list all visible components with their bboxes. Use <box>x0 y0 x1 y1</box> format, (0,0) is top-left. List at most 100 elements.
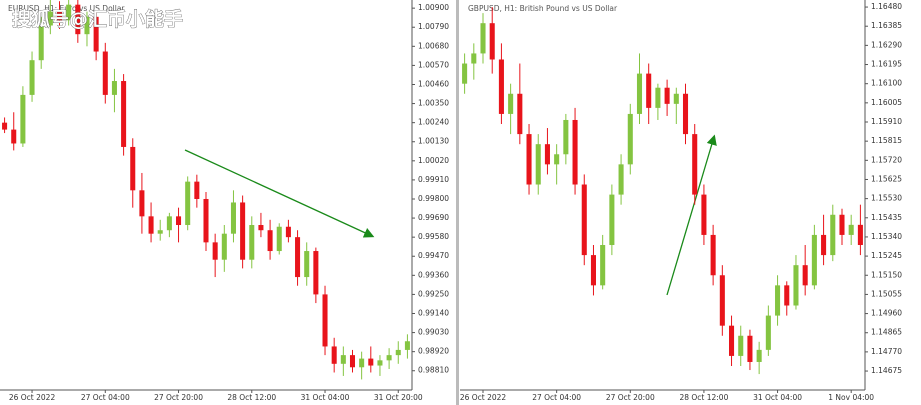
y-tick-label: 1.00130 <box>418 137 449 146</box>
y-tick-label: 1.15245 <box>871 251 902 260</box>
y-tick-label: 1.00460 <box>418 79 449 88</box>
candle-body <box>793 265 799 306</box>
y-tick-label: 1.15150 <box>871 270 902 279</box>
y-tick-label: 1.14960 <box>871 309 902 318</box>
candle-body <box>830 214 836 256</box>
y-tick-label: 1.16385 <box>871 21 902 30</box>
y-tick-label: 1.15435 <box>871 213 902 222</box>
x-tick-label: 1 Nov 04:00 <box>828 393 874 402</box>
candle-body <box>821 234 827 256</box>
candle-body <box>267 230 273 252</box>
candle-body <box>609 194 615 246</box>
candle-body <box>47 11 53 26</box>
candle-body <box>322 294 328 347</box>
candle-body <box>756 349 762 362</box>
candle-body <box>462 63 468 84</box>
candle-body <box>38 25 44 61</box>
candle-body <box>839 214 845 235</box>
y-tick-label: 0.99910 <box>418 175 449 184</box>
x-tick-label: 27 Oct 04:00 <box>81 393 130 402</box>
y-tick-label: 0.98920 <box>418 347 449 356</box>
candle-body <box>368 358 374 366</box>
y-tick-label: 1.16195 <box>871 60 902 69</box>
candle-body <box>93 16 99 52</box>
candle-body <box>526 134 532 185</box>
y-tick-label: 1.16290 <box>871 40 902 49</box>
candle-body <box>111 81 117 95</box>
candle-body <box>11 129 17 144</box>
candle-body <box>765 315 771 350</box>
y-tick-label: 1.16480 <box>871 2 902 11</box>
candle-body <box>331 346 337 364</box>
candle-body <box>295 237 301 278</box>
candle-body <box>148 216 154 234</box>
candle-body <box>203 198 209 243</box>
candle-body <box>2 122 8 130</box>
candle-body <box>166 216 172 231</box>
candle-body <box>102 51 108 95</box>
x-tick-label: 28 Oct 12:00 <box>227 393 276 402</box>
x-tick-label: 27 Oct 20:00 <box>154 393 203 402</box>
x-tick-label: 31 Oct 04:00 <box>301 393 350 402</box>
candle-body <box>176 216 182 226</box>
candle-body <box>682 93 689 135</box>
y-tick-label: 1.16005 <box>871 98 902 107</box>
candle-body <box>664 87 670 104</box>
y-tick-label: 1.00570 <box>418 60 449 69</box>
candle-body <box>29 60 35 95</box>
candle-body <box>130 146 136 191</box>
candle-body <box>544 144 550 165</box>
y-tick-label: 1.15055 <box>871 289 902 298</box>
candle-body <box>194 181 200 199</box>
candle-body <box>655 87 661 108</box>
candle-body <box>212 242 218 260</box>
candle-body <box>221 233 227 260</box>
candle-body <box>75 4 81 35</box>
y-tick-label: 1.00790 <box>418 22 449 31</box>
candle-body <box>692 134 698 195</box>
y-tick-label: 1.14770 <box>871 347 902 356</box>
y-tick-label: 1.16100 <box>871 79 902 88</box>
candle-body <box>590 255 596 286</box>
candle-body <box>802 265 808 286</box>
x-tick-label: 27 Oct 04:00 <box>532 393 581 402</box>
y-tick-label: 0.99360 <box>418 270 449 279</box>
candle-body <box>359 358 365 368</box>
candle-body <box>517 93 523 135</box>
x-tick-label: 26 Oct 2022 <box>9 393 56 402</box>
y-tick-label: 1.14675 <box>871 366 902 375</box>
candle-body <box>377 360 383 366</box>
y-tick-label: 1.15815 <box>871 136 902 145</box>
watermark: 搜狐号@汇币小能手 <box>12 8 183 31</box>
candle-body <box>535 144 541 185</box>
candle-body <box>313 251 319 295</box>
candle-body <box>240 202 246 260</box>
y-tick-label: 0.99800 <box>418 194 449 203</box>
candle-body <box>304 251 310 278</box>
candle-body <box>738 335 744 356</box>
y-tick-label: 0.98810 <box>418 366 449 375</box>
candle-body <box>404 341 410 350</box>
candle-body <box>563 119 569 155</box>
x-tick-label: 27 Oct 20:00 <box>606 393 655 402</box>
y-tick-label: 1.15720 <box>871 155 902 164</box>
candle-body <box>508 93 514 114</box>
y-tick-label: 0.99690 <box>418 213 449 222</box>
candle-body <box>276 226 282 252</box>
candle-body <box>121 81 127 147</box>
candle-body <box>349 355 356 368</box>
candle-body <box>848 224 854 235</box>
candle-body <box>386 355 392 361</box>
candle-body <box>258 225 264 231</box>
candle-body <box>56 11 63 21</box>
y-tick-label: 1.15910 <box>871 117 902 126</box>
y-tick-label: 0.99140 <box>418 308 449 317</box>
candle-body <box>618 164 624 195</box>
candle-body <box>600 245 606 286</box>
candle-body <box>285 226 291 238</box>
x-tick-label: 31 Oct 04:00 <box>753 393 802 402</box>
y-tick-label: 1.00680 <box>418 41 449 50</box>
y-tick-label: 0.99030 <box>418 328 449 337</box>
